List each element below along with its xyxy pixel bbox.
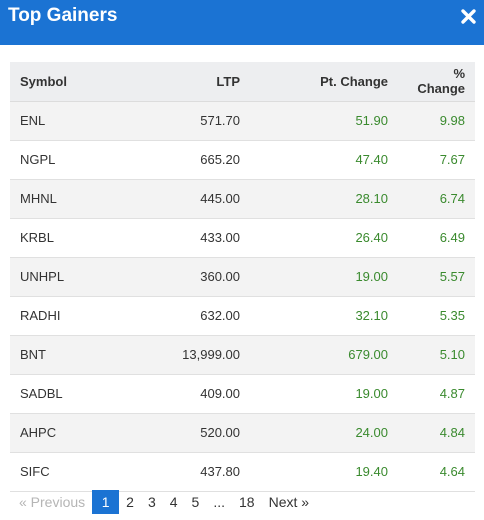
pt-change-cell: 28.10 [355,191,388,206]
pct-change-cell: 4.64 [439,464,465,479]
pct-change-cell: 7.67 [439,152,465,167]
pt-change-cell: 24.00 [355,425,388,440]
page-button-5[interactable]: 5 [191,494,200,510]
table-row[interactable]: UNHPL 360.00 19.00 5.57 [10,257,475,296]
pct-change-cell: 6.74 [439,191,465,206]
symbol-cell: UNHPL [20,269,65,284]
next-page-button[interactable]: Next » [268,494,310,510]
ltp-cell: 665.20 [200,152,240,167]
modal-title: Top Gainers [8,5,118,26]
column-header-pt-change: Pt. Change [250,62,398,102]
previous-page-button[interactable]: « Previous [19,494,86,510]
ltp-cell: 409.00 [200,386,240,401]
ltp-cell: 571.70 [200,113,240,128]
pt-change-cell: 19.00 [355,269,388,284]
pt-change-cell: 47.40 [355,152,388,167]
page-button-1[interactable]: 1 [92,490,120,514]
column-header-pct-change: % Change [398,62,475,102]
page-button-2[interactable]: 2 [126,494,134,510]
pagination: « Previous 1 2 3 4 5 ... 18 Next » [12,490,316,514]
page-button-18[interactable]: 18 [239,494,255,510]
gainers-table: Symbol LTP Pt. Change % Change ENL 571.7… [10,62,475,492]
ltp-cell: 632.00 [200,308,240,323]
ltp-cell: 360.00 [200,269,240,284]
pct-change-cell: 5.35 [439,308,465,323]
gainers-table-wrap: Symbol LTP Pt. Change % Change ENL 571.7… [10,62,475,492]
page-button-4[interactable]: 4 [169,494,178,510]
pt-change-cell: 51.90 [355,113,388,128]
ltp-cell: 520.00 [200,425,240,440]
pct-change-cell: 5.57 [439,269,465,284]
pagination-ellipsis: ... [213,494,226,510]
table-row[interactable]: NGPL 665.20 47.40 7.67 [10,140,475,179]
symbol-cell: RADHI [20,308,61,323]
page-button-3[interactable]: 3 [147,494,156,510]
symbol-cell: ENL [20,113,46,128]
column-header-ltp: LTP [120,62,250,102]
ltp-cell: 445.00 [200,191,240,206]
pct-change-cell: 4.87 [439,386,465,401]
close-icon[interactable] [460,8,477,25]
table-row[interactable]: ENL 571.70 51.90 9.98 [10,101,475,140]
table-row[interactable]: MHNL 445.00 28.10 6.74 [10,179,475,218]
table-row[interactable]: KRBL 433.00 26.40 6.49 [10,218,475,257]
symbol-cell: SADBL [20,386,63,401]
symbol-cell: MHNL [20,191,57,206]
table-row[interactable]: RADHI 632.00 32.10 5.35 [10,296,475,335]
pt-change-cell: 679.00 [348,347,388,362]
table-row[interactable]: SADBL 409.00 19.00 4.87 [10,374,475,413]
ltp-cell: 13,999.00 [182,347,240,362]
pct-change-cell: 9.98 [439,113,465,128]
modal-header: Top Gainers [0,0,484,45]
table-header-row: Symbol LTP Pt. Change % Change [10,62,475,102]
table-row[interactable]: AHPC 520.00 24.00 4.84 [10,413,475,452]
pct-change-cell: 4.84 [439,425,465,440]
symbol-cell: KRBL [20,230,54,245]
ltp-cell: 433.00 [200,230,240,245]
table-row[interactable]: BNT 13,999.00 679.00 5.10 [10,335,475,374]
symbol-cell: NGPL [20,152,56,167]
pct-change-cell: 6.49 [439,230,465,245]
ltp-cell: 437.80 [200,464,240,479]
symbol-cell: BNT [20,347,46,362]
pct-change-cell: 5.10 [439,347,465,362]
pt-change-cell: 19.40 [355,464,388,479]
pt-change-cell: 32.10 [355,308,388,323]
pt-change-cell: 26.40 [355,230,388,245]
column-header-symbol: Symbol [10,62,120,102]
symbol-cell: SIFC [20,464,50,479]
table-row[interactable]: SIFC 437.80 19.40 4.64 [10,452,475,491]
pt-change-cell: 19.00 [355,386,388,401]
symbol-cell: AHPC [20,425,57,440]
